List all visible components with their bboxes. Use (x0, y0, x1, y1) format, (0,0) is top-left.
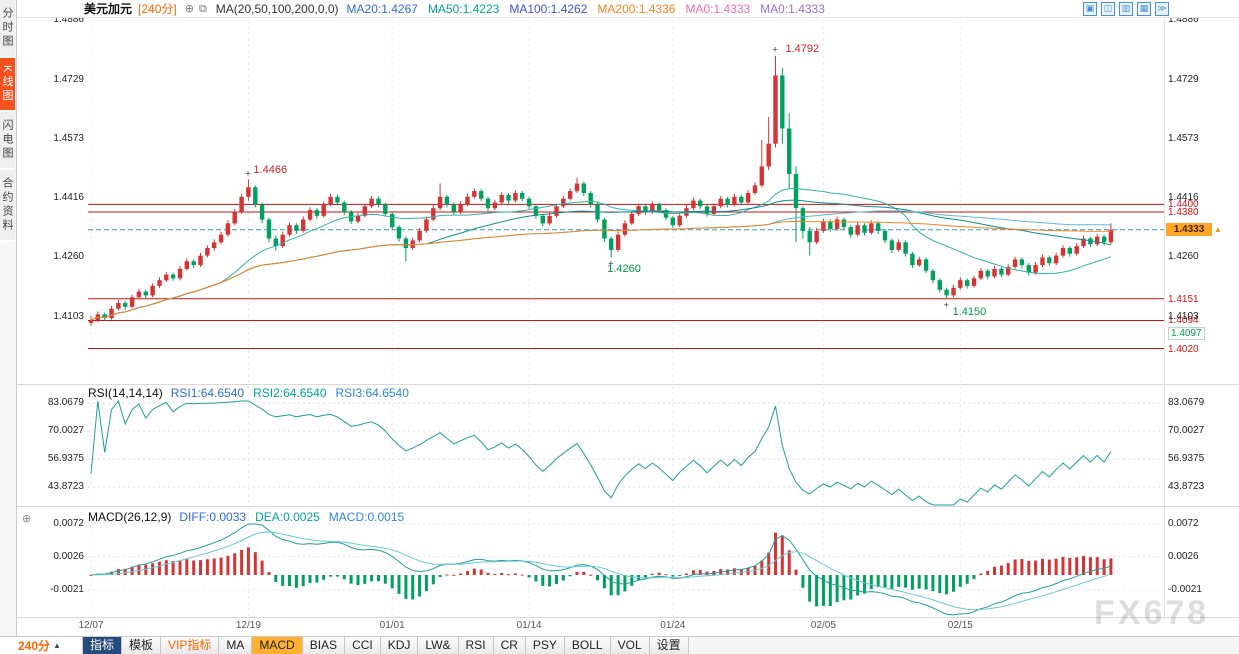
ma-values: MA20:1.4267 MA50:1.4223 MA100:1.4262 MA200:… (347, 2, 835, 16)
panel-divider (16, 384, 1239, 385)
toolbar-tab-psy[interactable]: PSY (525, 637, 565, 654)
chart-header: 美元加元 [240分] ⊕ ⧉ MA(20,50,100,200,0,0) MA2… (16, 0, 1239, 18)
toolbar-tab-macd[interactable]: MACD (252, 637, 303, 654)
indicator-settings-icon[interactable]: ⊕ (22, 513, 32, 525)
ma-settings-label: MA(20,50,100,200,0,0) (215, 1, 339, 16)
ma-value-0: MA20:1.4267 (346, 1, 418, 16)
layout-next-icon[interactable]: ≫ (1155, 1, 1169, 16)
indicator-tabs: 指标 模板 VIP指标 MA MACD BIAS CCI KDJ LW& RSI CR PSY BOLL… (83, 637, 689, 654)
toolbar-tab-vol[interactable]: VOL (610, 637, 650, 654)
ma-value-5: MA0:1.4333 (760, 1, 825, 16)
layout-single-icon[interactable]: ▣ (1083, 1, 1097, 16)
x-axis-label: 01/24 (660, 620, 686, 631)
svg-text:+: + (245, 168, 250, 178)
x-axis-label: 02/05 (810, 620, 836, 631)
x-axis-label: 12/07 (78, 620, 104, 631)
chart-canvas[interactable]: + + + + (16, 18, 1239, 618)
bottom-toolbar: 240分 ▲ 指标 模板 VIP指标 MA MACD BIAS CCI KDJ LW& RSI CR P… (0, 636, 1239, 654)
toolbar-tab-boll[interactable]: BOLL (564, 637, 611, 654)
sidebar-tab-k-line-chart[interactable]: K线图 (0, 58, 15, 113)
toolbar-tab-settings[interactable]: 设置 (649, 637, 689, 654)
toolbar-tab-indicators[interactable]: 指标 (83, 637, 123, 654)
toolbar-tab-bias[interactable]: BIAS (302, 637, 346, 654)
left-tab-sidebar: 分时图 K线图 闪电图 合约资料 (0, 0, 17, 654)
x-axis-label: 12/19 (235, 620, 261, 631)
x-axis-label: 01/01 (379, 620, 405, 631)
toolbar-tab-lwr[interactable]: LW& (418, 637, 459, 654)
layout-icons: ▣ ◫ ▥ ▦ ≫ (1083, 1, 1169, 16)
x-axis-label: 01/14 (516, 620, 542, 631)
toolbar-tab-rsi[interactable]: RSI (458, 637, 494, 654)
layout-grid4-icon[interactable]: ▦ (1137, 1, 1151, 16)
toolbar-tab-kdj[interactable]: KDJ (380, 637, 419, 654)
timeframe-selector[interactable]: 240分 ▲ (0, 637, 83, 654)
ma-value-2: MA100:1.4262 (509, 1, 588, 16)
svg-text:+: + (773, 45, 778, 55)
sidebar-tab-time-chart[interactable]: 分时图 (0, 0, 15, 58)
ma-value-4: MA0:1.4333 (685, 1, 751, 16)
layout-grid2-icon[interactable]: ◫ (1101, 1, 1115, 16)
ma-value-1: MA50:1.4223 (427, 1, 500, 16)
symbol-name: 美元加元 (84, 2, 133, 16)
layout-grid3-icon[interactable]: ▥ (1119, 1, 1133, 16)
toolbar-tab-cr[interactable]: CR (493, 637, 526, 654)
watermark: FX678 (1094, 594, 1210, 632)
crosshair-icon[interactable]: ⊕ (184, 3, 194, 15)
sidebar-tab-flash-chart[interactable]: 闪电图 (0, 112, 15, 171)
sidebar-tab-contract-info[interactable]: 合约资料 (0, 170, 15, 243)
toolbar-tab-ma[interactable]: MA (219, 637, 253, 654)
axis-divider (1164, 18, 1165, 618)
header-tool-icons: ⊕ ⧉ (185, 1, 212, 16)
toolbar-tab-vip-indicators[interactable]: VIP指标 (161, 637, 220, 654)
ma-value-3: MA200:1.4336 (597, 1, 676, 16)
toolbar-tab-cci[interactable]: CCI (345, 637, 381, 654)
timeframe-label: 240分 (18, 639, 51, 653)
panel-divider (16, 617, 1239, 618)
snapshot-icon[interactable]: ⧉ (198, 3, 207, 15)
svg-text:+: + (944, 300, 949, 310)
timeframe-arrow-icon: ▲ (53, 641, 61, 650)
panel-divider (16, 506, 1239, 507)
toolbar-tab-templates[interactable]: 模板 (122, 637, 162, 654)
svg-text:+: + (608, 259, 613, 269)
period-label: [240分] (138, 2, 177, 16)
x-axis-label: 02/15 (947, 620, 973, 631)
